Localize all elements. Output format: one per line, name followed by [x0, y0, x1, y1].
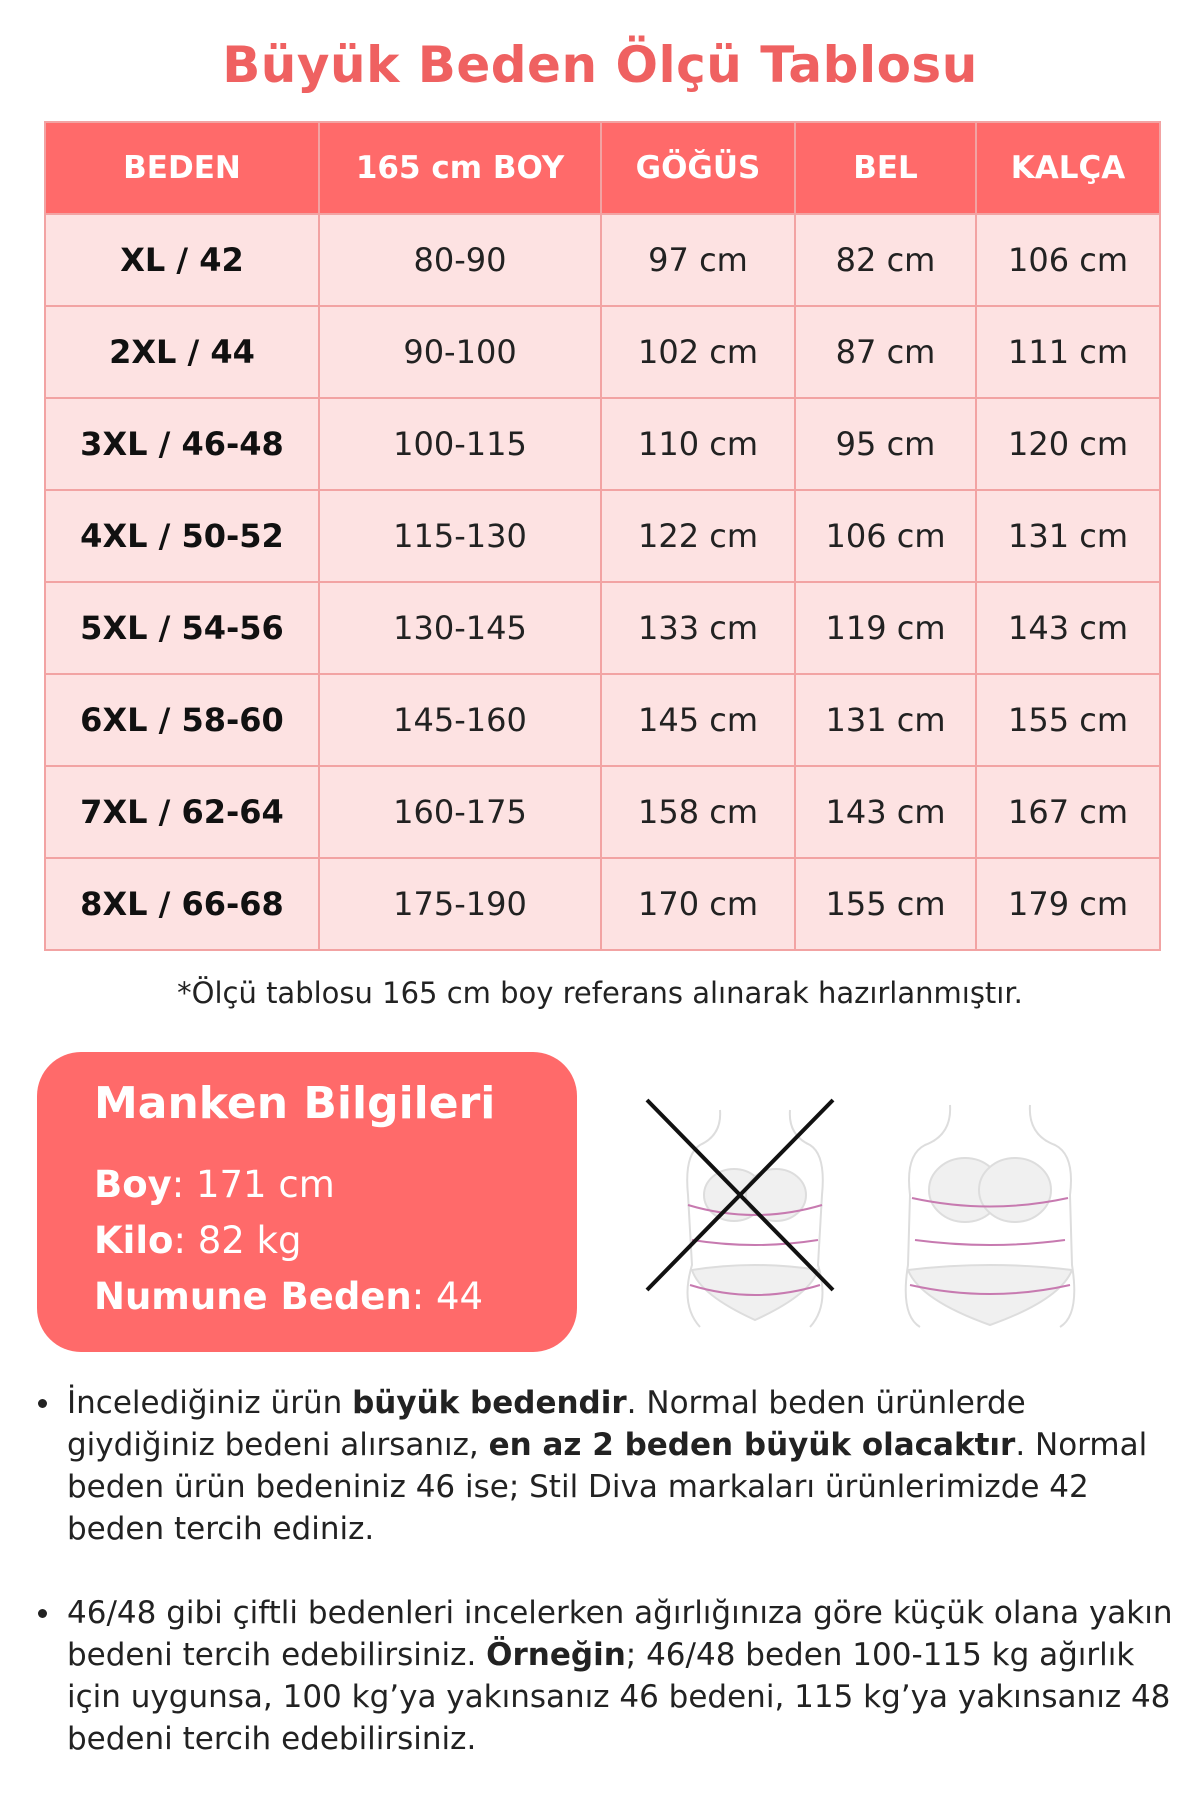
cell-waist: 143 cm: [794, 765, 977, 859]
correct-body-figure: [904, 1104, 1076, 1328]
bullet-text: . Normal beden ürünlerde giydiğiniz bede…: [67, 1385, 1026, 1463]
model-size: Numune Beden: 44: [94, 1269, 577, 1325]
cell-chest: 158 cm: [600, 765, 796, 859]
table-row: 7XL / 62-64 160-175 158 cm 143 cm 167 cm: [44, 765, 1161, 859]
table-header-row: BEDEN 165 cm BOY GÖĞÜS BEL KALÇA: [44, 121, 1161, 215]
cell-weight-range: 80-90: [318, 213, 602, 307]
header-size: BEDEN: [44, 121, 320, 215]
size-table: BEDEN 165 cm BOY GÖĞÜS BEL KALÇA XL / 42…: [44, 121, 1161, 951]
bullet-bold: büyük bedendir: [352, 1385, 627, 1421]
cell-weight-range: 145-160: [318, 673, 602, 767]
footnote: *Ölçü tablosu 165 cm boy referans alınar…: [177, 976, 1023, 1010]
model-size-value: : 44: [411, 1275, 484, 1318]
cell-waist: 87 cm: [794, 305, 977, 399]
cell-hip: 179 cm: [975, 857, 1161, 951]
cell-size: 4XL / 50-52: [44, 489, 320, 583]
bullet-item: 46/48 gibi çiftli bedenleri incelerken a…: [30, 1592, 1180, 1760]
model-info-card: Manken Bilgileri Boy: 171 cm Kilo: 82 kg…: [37, 1052, 577, 1352]
cell-waist: 106 cm: [794, 489, 977, 583]
cell-chest: 170 cm: [600, 857, 796, 951]
bullet-text: ; 46/48 beden 100-115 kg ağırlık için uy…: [67, 1637, 1171, 1757]
cell-chest: 102 cm: [600, 305, 796, 399]
cell-waist: 82 cm: [794, 213, 977, 307]
cell-hip: 111 cm: [975, 305, 1161, 399]
cell-chest: 122 cm: [600, 489, 796, 583]
cell-weight-range: 100-115: [318, 397, 602, 491]
model-info-title: Manken Bilgileri: [94, 1078, 496, 1129]
header-weight: 165 cm BOY: [318, 121, 602, 215]
table-row: 2XL / 44 90-100 102 cm 87 cm 111 cm: [44, 305, 1161, 399]
model-weight: Kilo: 82 kg: [94, 1213, 577, 1269]
cell-size: 2XL / 44: [44, 305, 320, 399]
cell-hip: 167 cm: [975, 765, 1161, 859]
cell-chest: 110 cm: [600, 397, 796, 491]
cell-size: 6XL / 58-60: [44, 673, 320, 767]
table-row: 5XL / 54-56 130-145 133 cm 119 cm 143 cm: [44, 581, 1161, 675]
table-row: 6XL / 58-60 145-160 145 cm 131 cm 155 cm: [44, 673, 1161, 767]
table-row: XL / 42 80-90 97 cm 82 cm 106 cm: [44, 213, 1161, 307]
bullet-text: 46/48 gibi çiftli bedenleri incelerken a…: [67, 1595, 1173, 1673]
header-hip: KALÇA: [975, 121, 1161, 215]
cell-waist: 131 cm: [794, 673, 977, 767]
table-row: 3XL / 46-48 100-115 110 cm 95 cm 120 cm: [44, 397, 1161, 491]
page-title: Büyük Beden Ölçü Tablosu: [222, 36, 978, 94]
bullet-bold: Örneğin: [486, 1637, 626, 1673]
cell-weight-range: 90-100: [318, 305, 602, 399]
info-bullets: İncelediğiniz ürün büyük bedendir. Norma…: [30, 1382, 1180, 1802]
cell-hip: 143 cm: [975, 581, 1161, 675]
cell-weight-range: 160-175: [318, 765, 602, 859]
cell-size: XL / 42: [44, 213, 320, 307]
bullet-bold: en az 2 beden büyük olacaktır: [488, 1427, 1016, 1463]
bullet-text: İncelediğiniz ürün: [67, 1385, 353, 1421]
cell-weight-range: 130-145: [318, 581, 602, 675]
table-row: 8XL / 66-68 175-190 170 cm 155 cm 179 cm: [44, 857, 1161, 951]
cell-hip: 131 cm: [975, 489, 1161, 583]
header-waist: BEL: [794, 121, 977, 215]
cell-waist: 119 cm: [794, 581, 977, 675]
bullet-text: . Normal beden ürün bedeniniz 46 ise; St…: [67, 1427, 1148, 1547]
model-height-value: : 171 cm: [171, 1163, 335, 1206]
model-weight-value: : 82 kg: [173, 1219, 302, 1262]
cell-chest: 133 cm: [600, 581, 796, 675]
cell-waist: 155 cm: [794, 857, 977, 951]
cell-size: 8XL / 66-68: [44, 857, 320, 951]
bullet-item: İncelediğiniz ürün büyük bedendir. Norma…: [30, 1382, 1180, 1550]
cell-weight-range: 115-130: [318, 489, 602, 583]
cross-mark-icon: [645, 1098, 835, 1292]
cell-hip: 120 cm: [975, 397, 1161, 491]
model-weight-label: Kilo: [94, 1219, 174, 1262]
cell-size: 7XL / 62-64: [44, 765, 320, 859]
cell-hip: 155 cm: [975, 673, 1161, 767]
header-chest: GÖĞÜS: [600, 121, 796, 215]
table-row: 4XL / 50-52 115-130 122 cm 106 cm 131 cm: [44, 489, 1161, 583]
cell-weight-range: 175-190: [318, 857, 602, 951]
model-size-label: Numune Beden: [94, 1275, 412, 1318]
cell-chest: 97 cm: [600, 213, 796, 307]
model-height: Boy: 171 cm: [94, 1157, 577, 1213]
body-shape-illustration: [645, 1098, 1076, 1328]
cell-size: 5XL / 54-56: [44, 581, 320, 675]
cell-waist: 95 cm: [794, 397, 977, 491]
cell-chest: 145 cm: [600, 673, 796, 767]
cell-size: 3XL / 46-48: [44, 397, 320, 491]
cell-hip: 106 cm: [975, 213, 1161, 307]
model-height-label: Boy: [94, 1163, 172, 1206]
wrong-body-figure: [686, 1109, 824, 1328]
